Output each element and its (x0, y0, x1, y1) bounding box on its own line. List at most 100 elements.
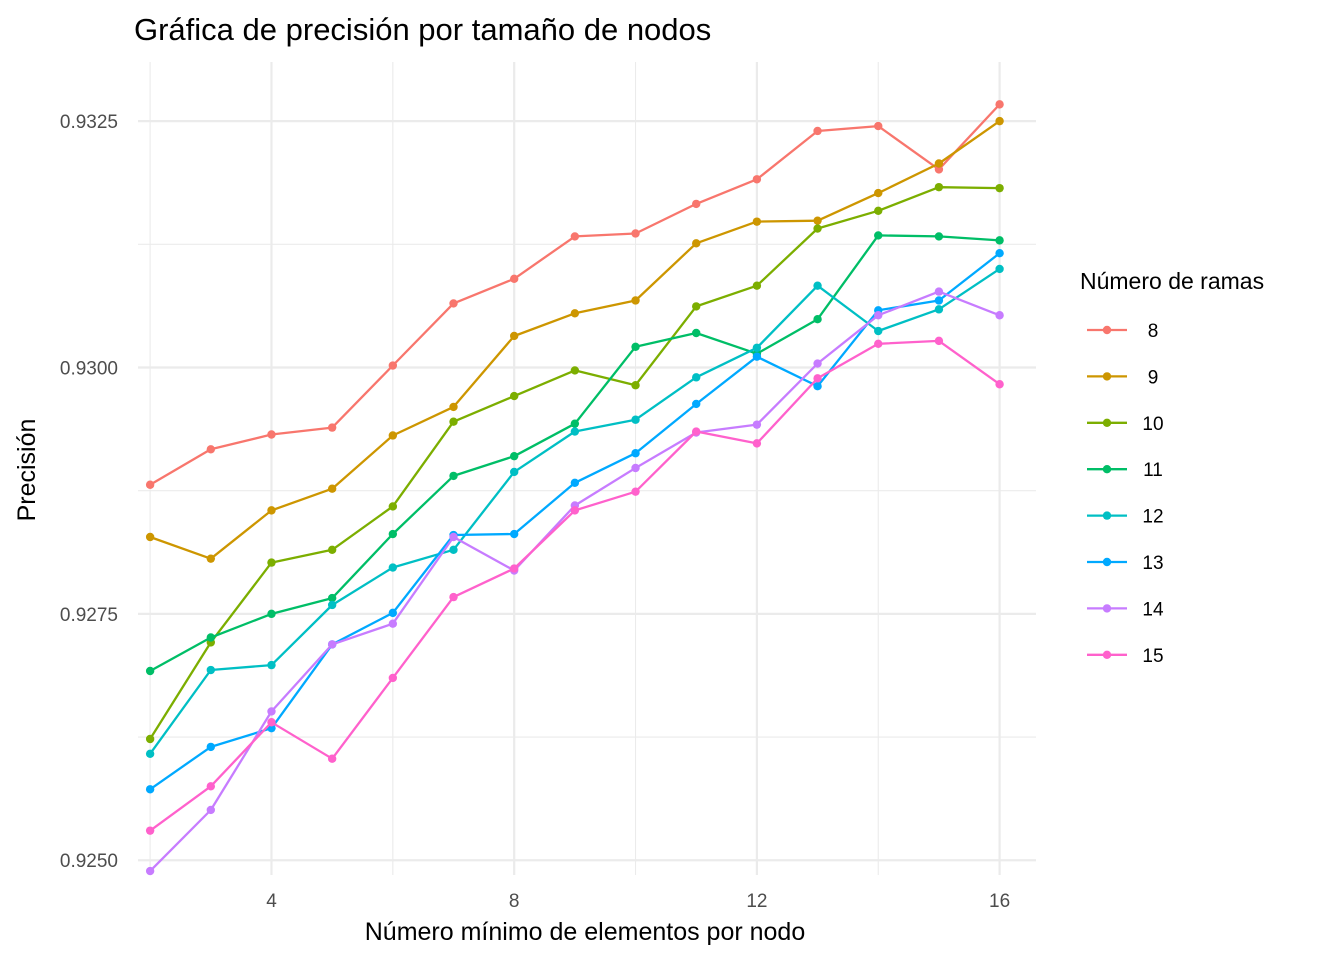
legend-item: 10 (1087, 414, 1164, 435)
data-point (570, 309, 580, 318)
data-point (934, 232, 944, 241)
data-point (449, 299, 458, 308)
data-point (145, 734, 155, 744)
data-point (874, 326, 883, 336)
legend-label: 10 (1142, 414, 1163, 435)
data-point (388, 431, 398, 440)
legend-item: 12 (1087, 507, 1164, 528)
data-point (449, 417, 458, 426)
data-point (934, 182, 944, 192)
data-point (631, 381, 640, 390)
data-point (145, 532, 155, 542)
x-axis: 4 8 12 16 (266, 891, 1010, 912)
series-11 (145, 231, 1004, 676)
data-point (752, 175, 762, 184)
data-point (388, 502, 398, 511)
series-12 (145, 264, 1004, 758)
data-point (692, 373, 701, 382)
legend-label: 14 (1142, 599, 1164, 620)
data-point (934, 305, 944, 314)
legend-item: 11 (1087, 460, 1163, 481)
data-point (145, 480, 155, 489)
data-point (813, 281, 822, 290)
data-point (327, 754, 337, 763)
legend-key-point (1102, 418, 1112, 427)
data-point (752, 217, 762, 226)
series-line (149, 234, 1000, 673)
legend-label: 12 (1142, 507, 1163, 528)
data-point (692, 239, 701, 248)
data-point (813, 216, 822, 225)
data-point (874, 206, 883, 216)
data-point (449, 471, 458, 481)
data-point (813, 224, 822, 233)
data-point (995, 264, 1004, 274)
data-point (570, 427, 580, 436)
data-point (267, 506, 276, 515)
data-point (752, 352, 762, 361)
data-point (570, 506, 580, 515)
data-point (995, 236, 1004, 245)
legend-key-point (1102, 372, 1112, 381)
y-tick-label: 0.9275 (60, 605, 118, 626)
data-point (934, 296, 944, 305)
data-point (267, 558, 276, 567)
data-point (874, 188, 883, 198)
data-point (752, 439, 762, 448)
data-point (145, 785, 155, 794)
data-point (388, 619, 398, 628)
y-axis-title: Precisión (13, 419, 41, 522)
x-tick-label: 4 (266, 891, 277, 912)
legend-item: 15 (1087, 646, 1164, 667)
data-point (388, 529, 398, 539)
data-point (874, 231, 883, 240)
data-point (813, 374, 822, 383)
data-point (267, 430, 276, 439)
legend-label: 9 (1148, 367, 1159, 388)
data-point (327, 593, 337, 603)
series-9 (145, 116, 1004, 563)
legend-item: 8 (1087, 321, 1158, 342)
series-14 (145, 287, 1004, 876)
data-point (631, 463, 640, 473)
data-point (934, 165, 944, 174)
data-point (206, 782, 216, 791)
data-point (509, 564, 519, 573)
legend-key-point (1102, 465, 1112, 474)
data-point (692, 302, 701, 311)
data-point (995, 183, 1004, 193)
series-15 (145, 336, 1004, 835)
data-point (267, 718, 276, 727)
data-point (449, 402, 458, 412)
data-point (874, 121, 883, 131)
data-point (509, 331, 519, 341)
data-point (327, 484, 337, 493)
data-point (692, 199, 701, 209)
data-point (570, 232, 580, 241)
data-point (934, 287, 944, 296)
x-tick-label: 16 (989, 891, 1010, 912)
data-point (267, 707, 276, 716)
legend-title: Número de ramas (1080, 268, 1264, 294)
data-point (449, 592, 458, 602)
data-point (449, 545, 458, 554)
legend-item: 9 (1087, 367, 1158, 388)
data-point (145, 826, 155, 835)
legend: Número de ramas 8 9 10 11 12 13 14 15 (1080, 268, 1264, 667)
data-point (509, 467, 519, 477)
data-point (509, 391, 519, 401)
data-point (509, 529, 519, 539)
data-point (752, 420, 762, 429)
y-axis: 0.9250 0.9275 0.9300 0.9325 (60, 112, 118, 872)
data-point (206, 805, 216, 815)
data-point (145, 666, 155, 676)
x-tick-label: 8 (509, 891, 520, 912)
series-10 (145, 182, 1004, 744)
data-point (692, 399, 701, 409)
x-tick-label: 12 (746, 891, 767, 912)
data-point (813, 315, 822, 324)
data-point (327, 545, 337, 554)
data-point (206, 554, 216, 563)
legend-key-point (1102, 511, 1112, 520)
data-point (509, 451, 519, 461)
